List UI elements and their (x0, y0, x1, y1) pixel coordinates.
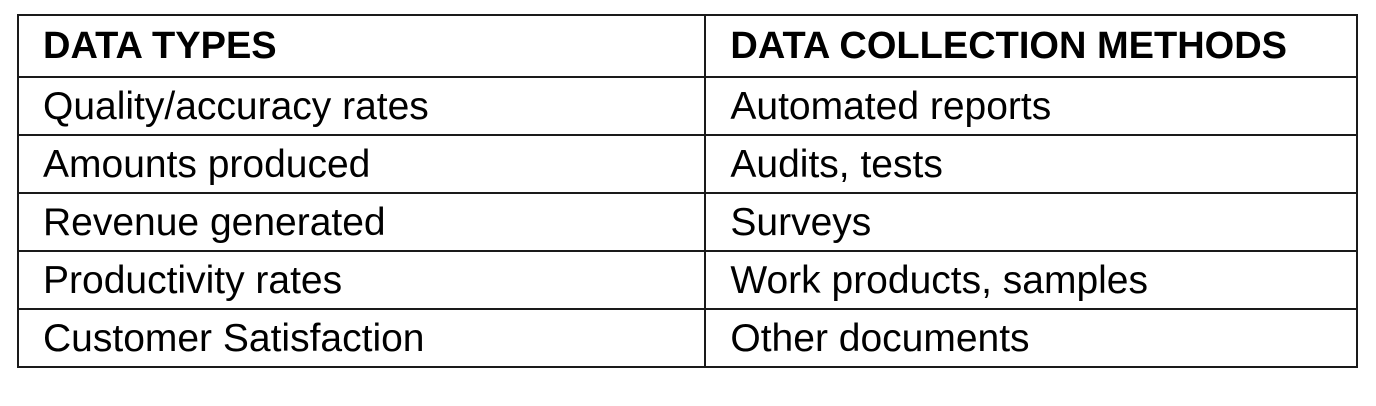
table-row: Quality/accuracy rates Automated reports (16, 76, 1358, 136)
collection-method-cell: Surveys (704, 192, 1358, 252)
data-type-cell: Quality/accuracy rates (16, 76, 707, 136)
header-data-collection-methods: DATA COLLECTION METHODS (704, 14, 1358, 78)
data-type-cell: Productivity rates (16, 250, 707, 310)
table-row: Productivity rates Work products, sample… (16, 250, 1358, 310)
table-row: Revenue generated Surveys (16, 192, 1358, 252)
table-row: Customer Satisfaction Other documents (16, 308, 1358, 368)
collection-method-cell: Work products, samples (704, 250, 1358, 310)
header-data-types: DATA TYPES (16, 14, 707, 78)
collection-method-cell: Automated reports (704, 76, 1358, 136)
table-header-row: DATA TYPES DATA COLLECTION METHODS (16, 14, 1358, 78)
collection-method-cell: Audits, tests (704, 134, 1358, 194)
collection-method-cell: Other documents (704, 308, 1358, 368)
data-type-cell: Customer Satisfaction (16, 308, 707, 368)
table-row: Amounts produced Audits, tests (16, 134, 1358, 194)
data-types-table: DATA TYPES DATA COLLECTION METHODS Quali… (16, 14, 1358, 368)
data-type-cell: Amounts produced (16, 134, 707, 194)
data-type-cell: Revenue generated (16, 192, 707, 252)
